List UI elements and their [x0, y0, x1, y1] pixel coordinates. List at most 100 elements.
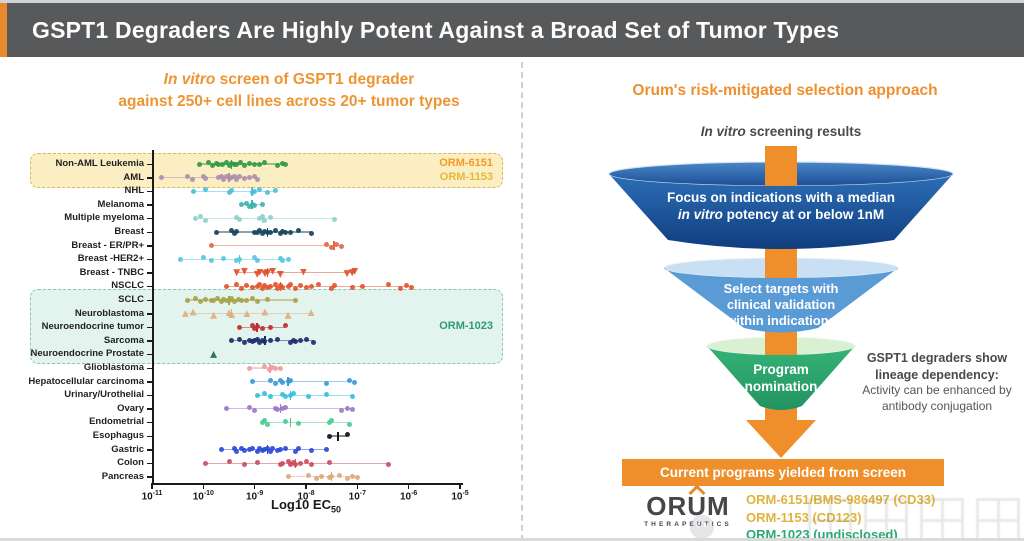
funnel-2-line2: clinical validation: [726, 296, 836, 312]
chart-point: [252, 255, 258, 261]
chart-point: [275, 447, 281, 453]
row-median-tick: [266, 268, 269, 278]
chart-point: [267, 338, 273, 344]
funnel-1-body: [609, 174, 953, 249]
chart-point: [285, 283, 291, 289]
chart-point: [234, 215, 240, 221]
chart-point: [280, 228, 286, 234]
chart-point: [216, 175, 222, 181]
chart-point: [256, 268, 264, 276]
highlight-label: ORM-1153: [439, 170, 493, 183]
chart-point: [236, 324, 242, 330]
chart-point: [244, 200, 250, 206]
y-axis-line: [152, 150, 154, 483]
row-whisker: [329, 435, 348, 437]
programs-banner: Current programs yielded from screen: [622, 459, 944, 486]
row-median-tick: [228, 295, 230, 305]
chart-point: [269, 267, 277, 275]
row-whisker: [187, 299, 296, 301]
row-median-tick: [251, 186, 253, 196]
chart-point: [259, 214, 265, 220]
chart-point: [347, 378, 353, 384]
chart-point: [303, 336, 309, 342]
row-whisker: [161, 177, 258, 179]
lineage-note-bold1: GSPT1 degraders show: [866, 351, 1008, 365]
row-median-tick: [287, 377, 289, 387]
chart-point: [254, 459, 260, 465]
chart-point: [200, 255, 206, 261]
chart-point: [247, 404, 253, 410]
chart-point: [208, 298, 214, 304]
chart-point: [280, 406, 286, 412]
chart-point: [329, 244, 335, 250]
chart-point: [324, 380, 330, 386]
chart-point: [223, 283, 229, 289]
logo-or: OR: [646, 491, 688, 521]
chart-point: [226, 297, 232, 303]
chart-point: [239, 202, 245, 208]
row-median-tick: [261, 213, 264, 223]
chart-point: [351, 267, 359, 275]
chart-point: [324, 447, 330, 453]
row-median-tick: [230, 159, 233, 169]
row-tick: [147, 177, 152, 179]
chart-point: [244, 283, 250, 289]
row-tick: [147, 462, 152, 465]
chart-point: [254, 448, 260, 454]
chart-point: [262, 283, 268, 289]
row-whisker: [239, 326, 286, 328]
chart-point: [262, 217, 268, 223]
chart-point: [249, 295, 255, 301]
chart-point: [267, 394, 273, 400]
chart-point: [326, 459, 332, 465]
chart-point: [249, 189, 255, 195]
row-whisker: [226, 285, 412, 287]
header-accent-bar: [0, 3, 7, 57]
row-tick: [147, 421, 152, 424]
chart-point: [285, 474, 291, 480]
row-median-tick: [337, 431, 339, 441]
chart-point: [276, 270, 284, 278]
row-median-tick: [266, 445, 269, 455]
program-item-orm6151: ORM-6151/BMS-986497 (CD33): [746, 492, 936, 507]
chart-point: [290, 391, 296, 397]
chart-point: [343, 270, 351, 278]
chart-point: [259, 447, 265, 453]
screening-results-italic: In vitro: [700, 124, 746, 139]
chart-point: [324, 241, 330, 247]
chart-point: [254, 336, 260, 342]
chart-point: [233, 269, 241, 277]
row-label: Urinary/Urothelial: [64, 389, 144, 401]
row-median-tick: [266, 227, 269, 237]
row-label: Melanoma: [97, 198, 144, 210]
chart-point: [293, 285, 299, 291]
chart-point: [259, 285, 265, 291]
chart-point: [211, 297, 217, 303]
chart-point: [254, 299, 260, 305]
chart-point: [293, 461, 299, 467]
watermark-glyph: [976, 498, 1020, 541]
chart-point: [344, 405, 350, 411]
chart-point: [336, 472, 342, 478]
row-tick: [147, 285, 152, 288]
chart-point: [241, 462, 247, 468]
chart-point: [239, 446, 245, 452]
chart-point: [234, 161, 240, 167]
chart-point: [229, 175, 235, 181]
chart-point: [223, 406, 229, 412]
slide-header: GSPT1 Degraders Are Highly Potent Agains…: [0, 3, 1024, 57]
chart-point: [236, 216, 242, 222]
chart-point: [241, 163, 247, 169]
row-whisker: [193, 190, 276, 192]
screening-results-label: In vitro screening results: [640, 124, 922, 139]
row-whisker: [211, 245, 342, 247]
chart-point: [252, 173, 258, 179]
row-label: Non-AML Leukemia: [55, 158, 144, 169]
row-label: Multiple myeloma: [64, 212, 144, 224]
chart-point: [272, 227, 278, 233]
row-tick: [147, 394, 152, 397]
chart-point: [229, 227, 235, 233]
chart-point: [259, 325, 265, 331]
chart-point: [218, 447, 224, 453]
chart-point: [318, 473, 324, 479]
